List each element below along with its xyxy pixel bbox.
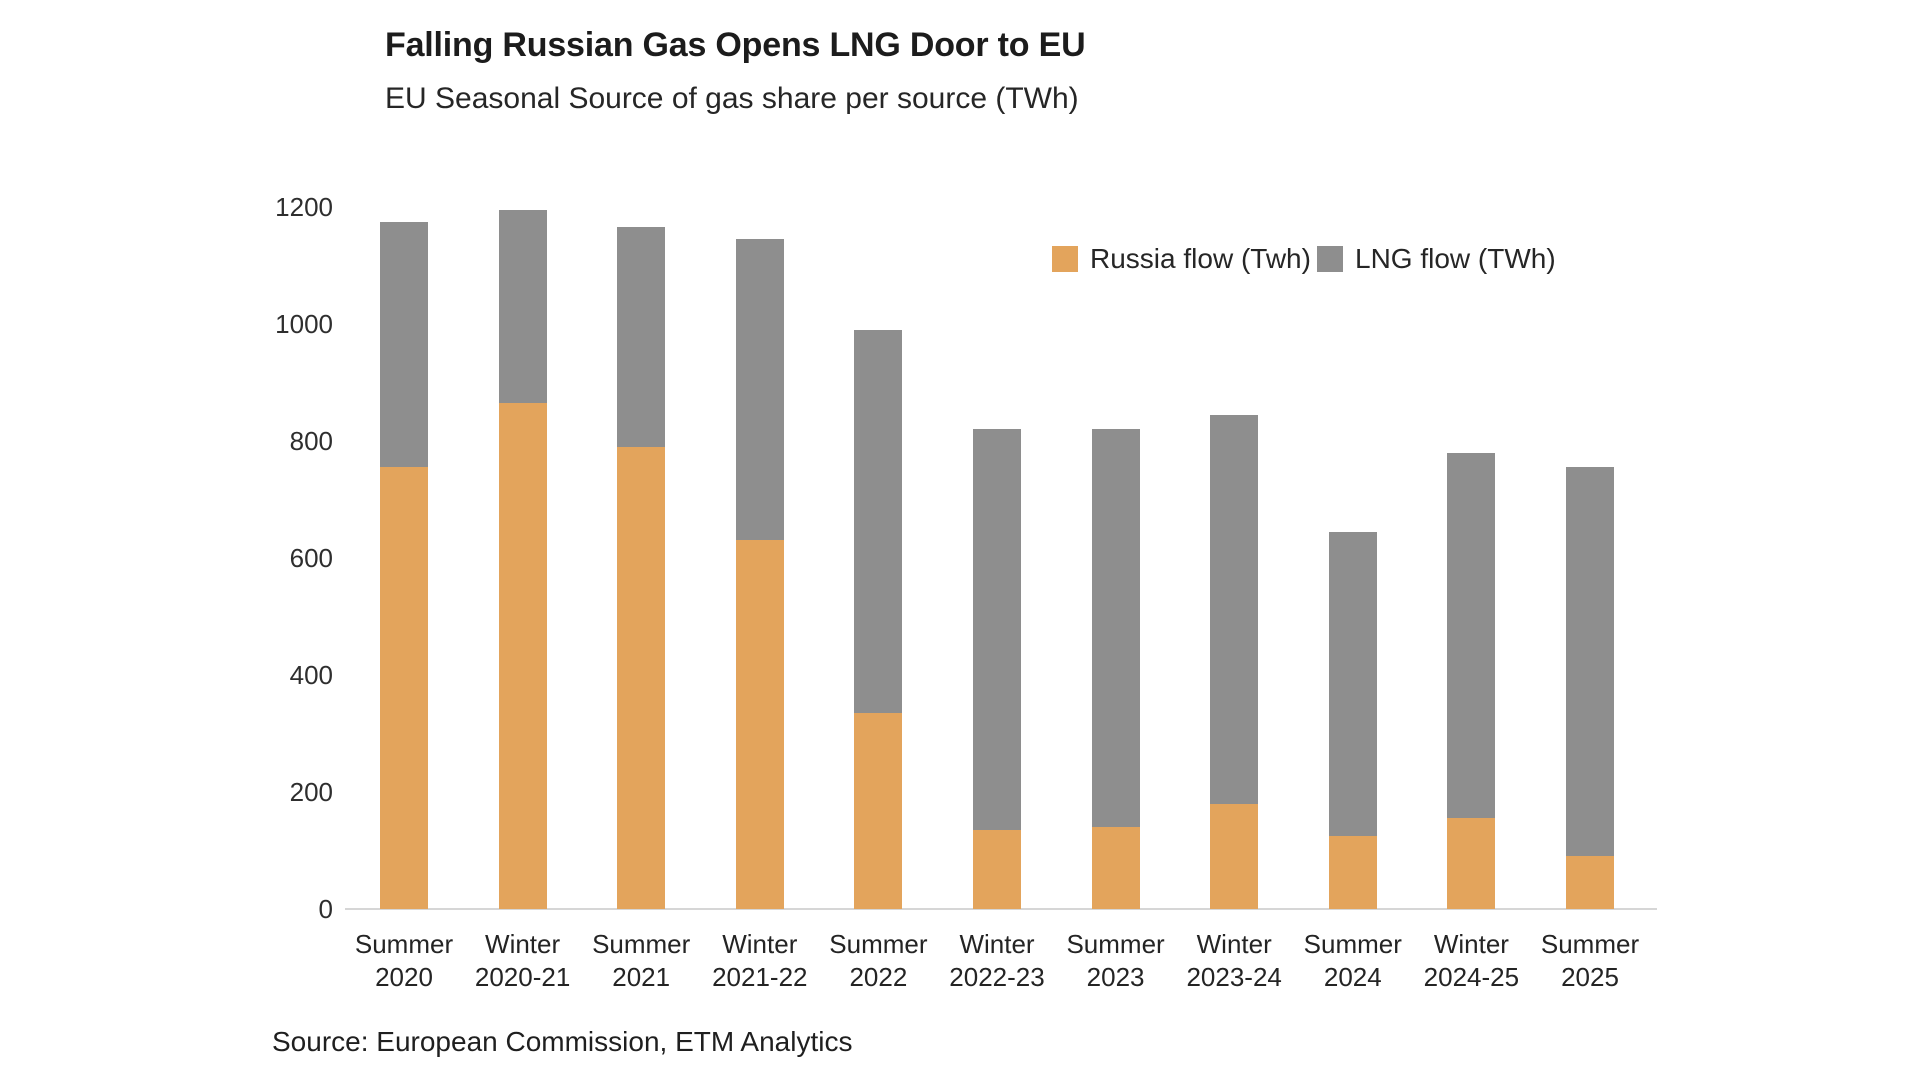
bar-segment-lng	[854, 329, 903, 714]
bar-segment-lng	[1447, 452, 1496, 819]
bar-segment-russia	[1091, 827, 1140, 909]
bar-segment-lng	[1566, 467, 1614, 857]
legend-item-russia: Russia flow (Twh)	[1052, 243, 1311, 275]
x-category-label: Winter 2021-22	[712, 929, 808, 992]
x-category-label: Winter 2020-21	[474, 929, 571, 992]
bar-segment-lng	[735, 239, 784, 541]
bar-segment-lng	[498, 209, 547, 403]
bar-segment-russia	[1447, 818, 1496, 909]
legend-swatch-russia-icon	[1052, 246, 1078, 272]
bar-segment-russia	[735, 540, 784, 909]
chart-subtitle: EU Seasonal Source of gas share per sour…	[385, 82, 1079, 115]
x-category-label: Summer 2023	[1066, 929, 1165, 992]
bar-segment-lng	[617, 227, 666, 447]
legend-label-russia: Russia flow (Twh)	[1090, 243, 1311, 274]
x-axis-line	[345, 908, 1657, 910]
bar-segment-lng	[1328, 531, 1377, 836]
y-tick-label: 1000	[275, 309, 333, 339]
bar-segment-lng	[380, 221, 428, 468]
x-category-label: Winter 2023-24	[1186, 929, 1282, 992]
bar-segment-lng	[1091, 429, 1140, 828]
bar-segment-russia	[1210, 803, 1259, 909]
bar-segment-russia	[1566, 856, 1614, 909]
bar-segment-lng	[1210, 414, 1259, 804]
legend-item-lng: LNG flow (TWh)	[1317, 243, 1556, 275]
bar-segment-russia	[973, 830, 1021, 909]
chart-title: Falling Russian Gas Opens LNG Door to EU	[385, 26, 1086, 64]
y-tick-label: 200	[289, 777, 333, 807]
y-tick-label: 1200	[275, 192, 333, 222]
bar-segment-russia	[854, 713, 903, 909]
y-tick-label: 600	[289, 543, 333, 573]
x-category-label: Summer 2021	[592, 929, 691, 992]
x-category-label: Summer 2025	[1540, 929, 1640, 992]
x-category-label: Summer 2024	[1303, 929, 1402, 992]
bar-segment-russia	[380, 467, 428, 909]
bar-segment-lng	[973, 429, 1021, 831]
bar-segment-russia	[498, 402, 547, 909]
bar-segment-russia	[617, 446, 666, 909]
x-category-label: Summer 2020	[354, 929, 454, 992]
legend-label-lng: LNG flow (TWh)	[1355, 243, 1556, 274]
y-tick-label: 800	[289, 426, 333, 456]
y-tick-label: 0	[318, 894, 333, 924]
legend-swatch-lng-icon	[1317, 246, 1343, 272]
x-category-label: Summer 2022	[829, 929, 928, 992]
y-tick-label: 400	[289, 660, 333, 690]
bar-segment-russia	[1328, 835, 1377, 909]
source-note: Source: European Commission, ETM Analyti…	[272, 1026, 853, 1057]
x-category-label: Winter 2022-23	[949, 929, 1045, 992]
x-category-label: Winter 2024-25	[1423, 929, 1520, 992]
